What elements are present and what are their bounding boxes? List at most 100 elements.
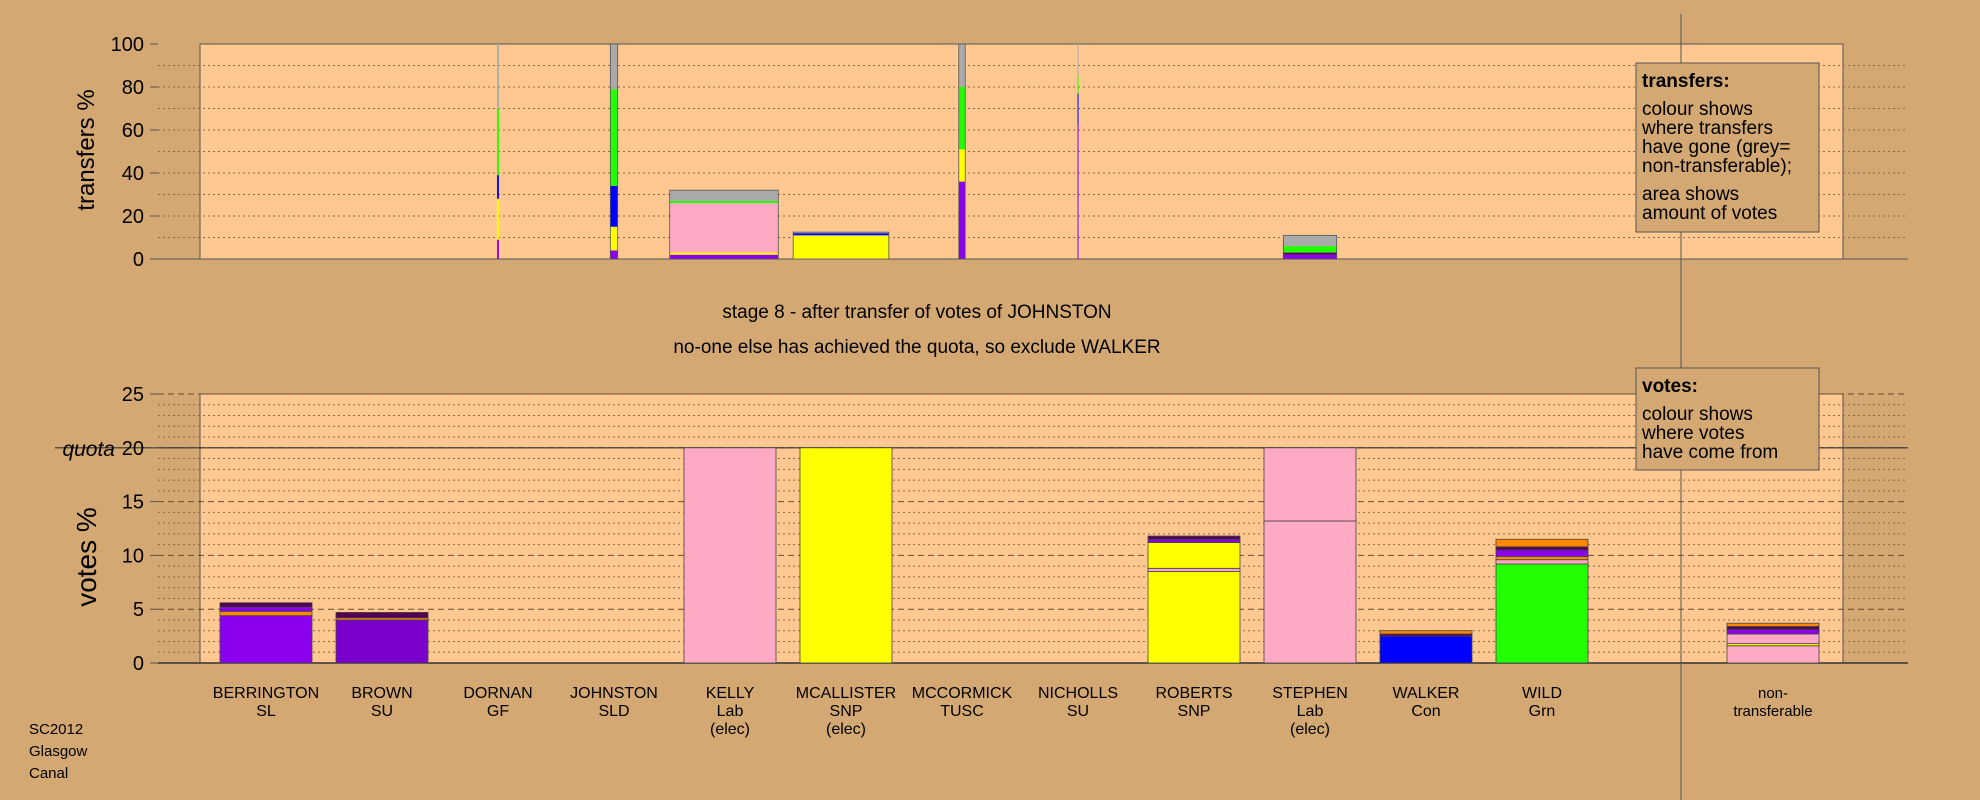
vote-segment	[219, 610, 313, 617]
transfer-segment	[958, 149, 966, 182]
candidate-party: Lab	[717, 703, 744, 720]
transfer-bar-outline	[609, 43, 619, 260]
vote-segment	[799, 447, 893, 664]
candidate-party: TUSC	[940, 703, 984, 720]
candidate-name: WILD	[1522, 685, 1562, 702]
transfer-segment	[497, 198, 499, 240]
transfers-tick-label: 80	[122, 77, 144, 99]
transfers-legend-title: transfers:	[1642, 71, 1730, 92]
caption-line: SC2012	[29, 721, 83, 738]
candidate-party: Lab	[1297, 703, 1324, 720]
transfer-segment	[793, 235, 889, 259]
quota-label: quota	[62, 438, 115, 461]
votes-legend-line: where votes	[1641, 423, 1744, 444]
election-caption: SC2012 Glasgow Canal	[29, 721, 88, 782]
stage-status: no-one else has achieved the quota, so e…	[673, 337, 1160, 358]
votes-legend: votes: colour shows where votes have com…	[1635, 367, 1820, 471]
votes-tick-label: 0	[133, 653, 144, 675]
vote-segment	[1726, 622, 1820, 627]
vote-segment	[1379, 630, 1473, 635]
candidate-name: BERRINGTON	[213, 685, 319, 702]
candidate-status: (elec)	[826, 721, 866, 738]
candidate-name: WALKER	[1393, 685, 1460, 702]
transfers-legend-line: area shows	[1642, 184, 1739, 205]
vote-segment	[1147, 538, 1241, 543]
transfer-segment	[669, 190, 779, 201]
vote-segment	[219, 615, 313, 664]
transfer-segment	[669, 254, 779, 259]
transfer-segment	[610, 89, 618, 186]
candidate-status: (elec)	[710, 721, 750, 738]
transfers-tick-label: 20	[122, 206, 144, 228]
transfer-segment	[610, 185, 618, 227]
candidate-party: Con	[1411, 703, 1440, 720]
vote-segment	[1263, 447, 1357, 522]
transfer-segment	[958, 44, 966, 87]
candidate-name: non-	[1758, 685, 1788, 702]
candidate-name: KELLY	[706, 685, 755, 702]
transfer-bar-outline	[792, 231, 890, 260]
candidate-labels: BERRINGTONSLBROWNSUDORNANGFJOHNSTONSLDKE…	[213, 685, 1813, 738]
transfers-axis-label: transfers %	[73, 89, 100, 210]
candidate-name: MCCORMICK	[912, 685, 1013, 702]
votes-legend-line: colour shows	[1642, 404, 1753, 425]
transfer-segment	[1077, 76, 1079, 94]
candidate-status: (elec)	[1290, 721, 1330, 738]
vote-segment	[1147, 535, 1241, 540]
transfers-tick-label: 0	[133, 249, 144, 271]
transfer-segment	[669, 203, 779, 253]
vote-segment	[335, 619, 429, 664]
transfer-segment	[1077, 93, 1079, 126]
vote-segment	[1379, 635, 1473, 664]
stage-title: stage 8 - after transfer of votes of JOH…	[722, 302, 1111, 323]
candidate-party: Grn	[1529, 703, 1556, 720]
transfer-segment	[497, 108, 499, 176]
vote-segment	[335, 612, 429, 619]
vote-segment	[1495, 556, 1589, 561]
votes-plot-area	[199, 393, 1844, 664]
votes-tick-label: 20	[122, 438, 144, 460]
transfers-tick-label: 60	[122, 120, 144, 142]
transfers-legend-line: where transfers	[1641, 118, 1773, 139]
transfer-segment	[610, 226, 618, 251]
candidate-name: NICHOLLS	[1038, 685, 1118, 702]
transfer-segment	[1283, 235, 1337, 247]
transfer-segment	[1077, 125, 1079, 259]
transfer-segment	[1077, 44, 1079, 77]
candidate-party: SNP	[830, 703, 863, 720]
candidate-party: SU	[371, 703, 393, 720]
transfer-segment	[610, 44, 618, 90]
transfer-segment	[669, 200, 779, 204]
vote-segment	[219, 606, 313, 612]
candidate-party: GF	[487, 703, 509, 720]
transfers-legend: transfers: colour shows where transfers …	[1635, 62, 1820, 233]
votes-tick-label: 15	[122, 492, 144, 514]
transfers-bars	[497, 43, 1338, 260]
vote-segment	[1495, 549, 1589, 557]
transfer-bar-outline	[958, 43, 966, 260]
vote-segment	[1263, 520, 1357, 664]
candidate-party: SNP	[1178, 703, 1211, 720]
vote-segment	[1726, 633, 1820, 645]
votes-bars	[219, 447, 1820, 664]
vote-segment	[1495, 546, 1589, 551]
transfers-tick-label: 100	[111, 34, 144, 56]
candidate-name: BROWN	[351, 685, 412, 702]
transfer-segment	[958, 87, 966, 150]
transfer-segment	[497, 44, 499, 109]
transfers-gridlines	[158, 65, 1908, 260]
transfers-plot-area	[199, 43, 1844, 260]
transfers-tick-label: 40	[122, 163, 144, 185]
candidate-party: SU	[1067, 703, 1089, 720]
vote-segment	[683, 447, 777, 664]
transfers-legend-line: amount of votes	[1642, 203, 1777, 224]
transfer-segment	[958, 181, 966, 259]
candidate-party: SLD	[598, 703, 629, 720]
vote-segment	[1726, 626, 1820, 631]
transfer-bar-outline	[669, 189, 779, 260]
candidate-name: MCALLISTER	[796, 685, 896, 702]
transfer-segment	[669, 252, 779, 255]
transfer-segment	[793, 233, 889, 236]
votes-gridlines	[55, 393, 1908, 664]
